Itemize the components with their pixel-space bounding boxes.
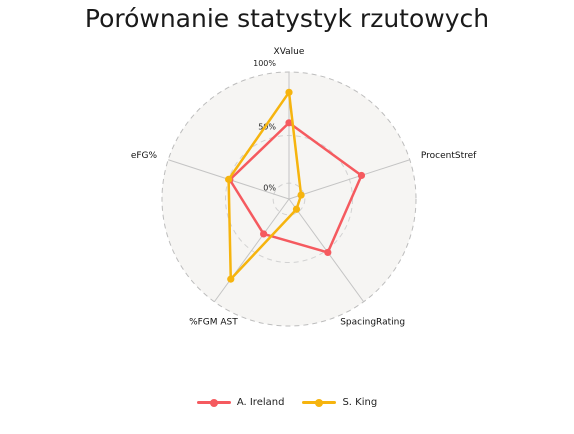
series-1-point-1 [297, 191, 305, 199]
legend-item-king[interactable]: S. King [302, 397, 377, 408]
tick-label-2: 100% [253, 59, 276, 68]
axis-label-4: eFG% [131, 151, 158, 161]
series-0-point-0 [285, 119, 293, 127]
spoke-1 [288, 159, 410, 200]
series-1-point-2 [292, 205, 301, 213]
series-0-point-3 [260, 230, 268, 238]
legend-item-ireland[interactable]: A. Ireland [196, 397, 285, 408]
legend-label-king: S. King [342, 397, 378, 408]
chart-title: Porównanie statystyk rzutowych [84, 4, 490, 33]
series-1-point-4 [225, 175, 233, 183]
series-0-point-2 [324, 248, 332, 257]
axis-label-3: %FGM AST [189, 317, 238, 327]
axis-label-0: XValue [274, 47, 305, 57]
series-line-0 [228, 121, 363, 254]
spoke-3 [213, 198, 290, 303]
axis-label-1: ProcentStref [421, 151, 477, 161]
series-1-point-3 [227, 275, 235, 283]
series-1-point-0 [285, 88, 293, 96]
legend: A. Ireland S. King [0, 397, 574, 408]
axis-label-2: SpacingRating [340, 317, 405, 327]
legend-label-ireland: A. Ireland [236, 397, 285, 408]
tick-label-0: 0% [263, 184, 276, 193]
series-line-1 [227, 91, 303, 281]
series-0-point-1 [357, 171, 366, 180]
tick-label-1: 50% [258, 123, 276, 132]
legend-swatch-ireland [196, 398, 231, 407]
legend-swatch-king [302, 398, 337, 407]
